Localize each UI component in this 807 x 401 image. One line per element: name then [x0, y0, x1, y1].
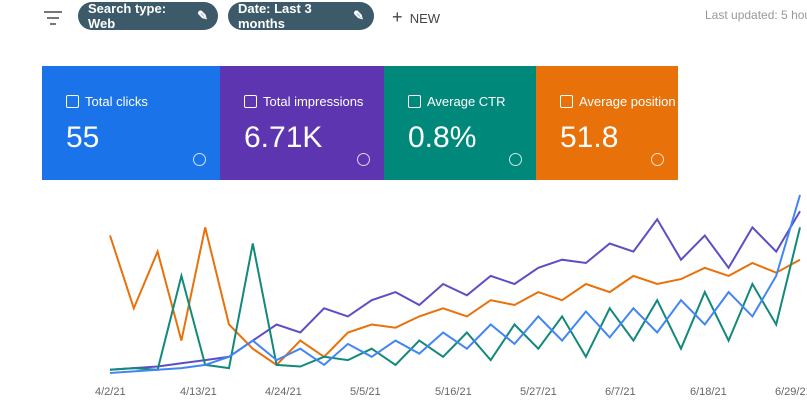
chart: 4/2/21 4/13/21 4/24/21 5/5/21 5/16/21 5/27/21…	[95, 194, 807, 398]
card-value: 51.8	[560, 121, 619, 154]
chip-text: Search type: Web	[88, 1, 167, 31]
chip[interactable]: Search type: Web ✎	[78, 1, 218, 31]
checkbox	[560, 95, 573, 108]
series-line	[109, 227, 801, 367]
x-tick-label: 5/5/21	[350, 386, 381, 398]
metric-card[interactable]: Total impressions 6.71K	[220, 66, 384, 180]
card-value: 55	[66, 121, 100, 154]
help-icon	[509, 153, 522, 166]
card-label-row: Average CTR	[408, 94, 536, 109]
metric-card[interactable]: Total clicks 55	[42, 66, 220, 180]
help-icon	[357, 153, 370, 166]
last-updated: Last updated: 5 hou	[705, 8, 807, 22]
metric-card[interactable]: Average CTR 0.8%	[384, 66, 536, 180]
card-label: Average position	[579, 94, 676, 109]
series-line	[109, 194, 801, 374]
x-tick-label: 6/18/21	[690, 386, 727, 398]
help-icon	[193, 153, 206, 166]
card-label: Total impressions	[263, 94, 364, 109]
x-tick-label: 4/24/21	[265, 386, 302, 398]
card-value: 6.71K	[244, 121, 323, 154]
chip[interactable]: Date: Last 3 months ✎	[228, 1, 374, 31]
series-line	[109, 227, 801, 371]
metric-card[interactable]: Average position 51.8	[536, 66, 678, 180]
card-label: Average CTR	[427, 94, 506, 109]
new-text: NEW	[409, 11, 441, 26]
x-tick-label: 6/29/21	[775, 386, 807, 398]
new-button[interactable]: + NEW	[392, 7, 441, 27]
x-tick-label: 5/27/21	[520, 386, 557, 398]
card-label-row: Total impressions	[244, 94, 384, 109]
filter-icon[interactable]	[38, 2, 68, 32]
x-tick-label: 4/13/21	[180, 386, 217, 398]
x-tick-label: 4/2/21	[95, 386, 126, 398]
checkbox	[408, 95, 421, 108]
card-label: Total clicks	[85, 94, 148, 109]
x-tick-label: 6/7/21	[605, 386, 636, 398]
card-label-row: Average position	[560, 94, 678, 109]
card-label-row: Total clicks	[66, 94, 220, 109]
checkbox	[244, 95, 257, 108]
checkbox	[66, 95, 79, 108]
chip-text: Date: Last 3 months	[238, 1, 312, 31]
card-value: 0.8%	[408, 121, 477, 154]
x-tick-label: 5/16/21	[435, 386, 472, 398]
help-icon	[651, 153, 664, 166]
